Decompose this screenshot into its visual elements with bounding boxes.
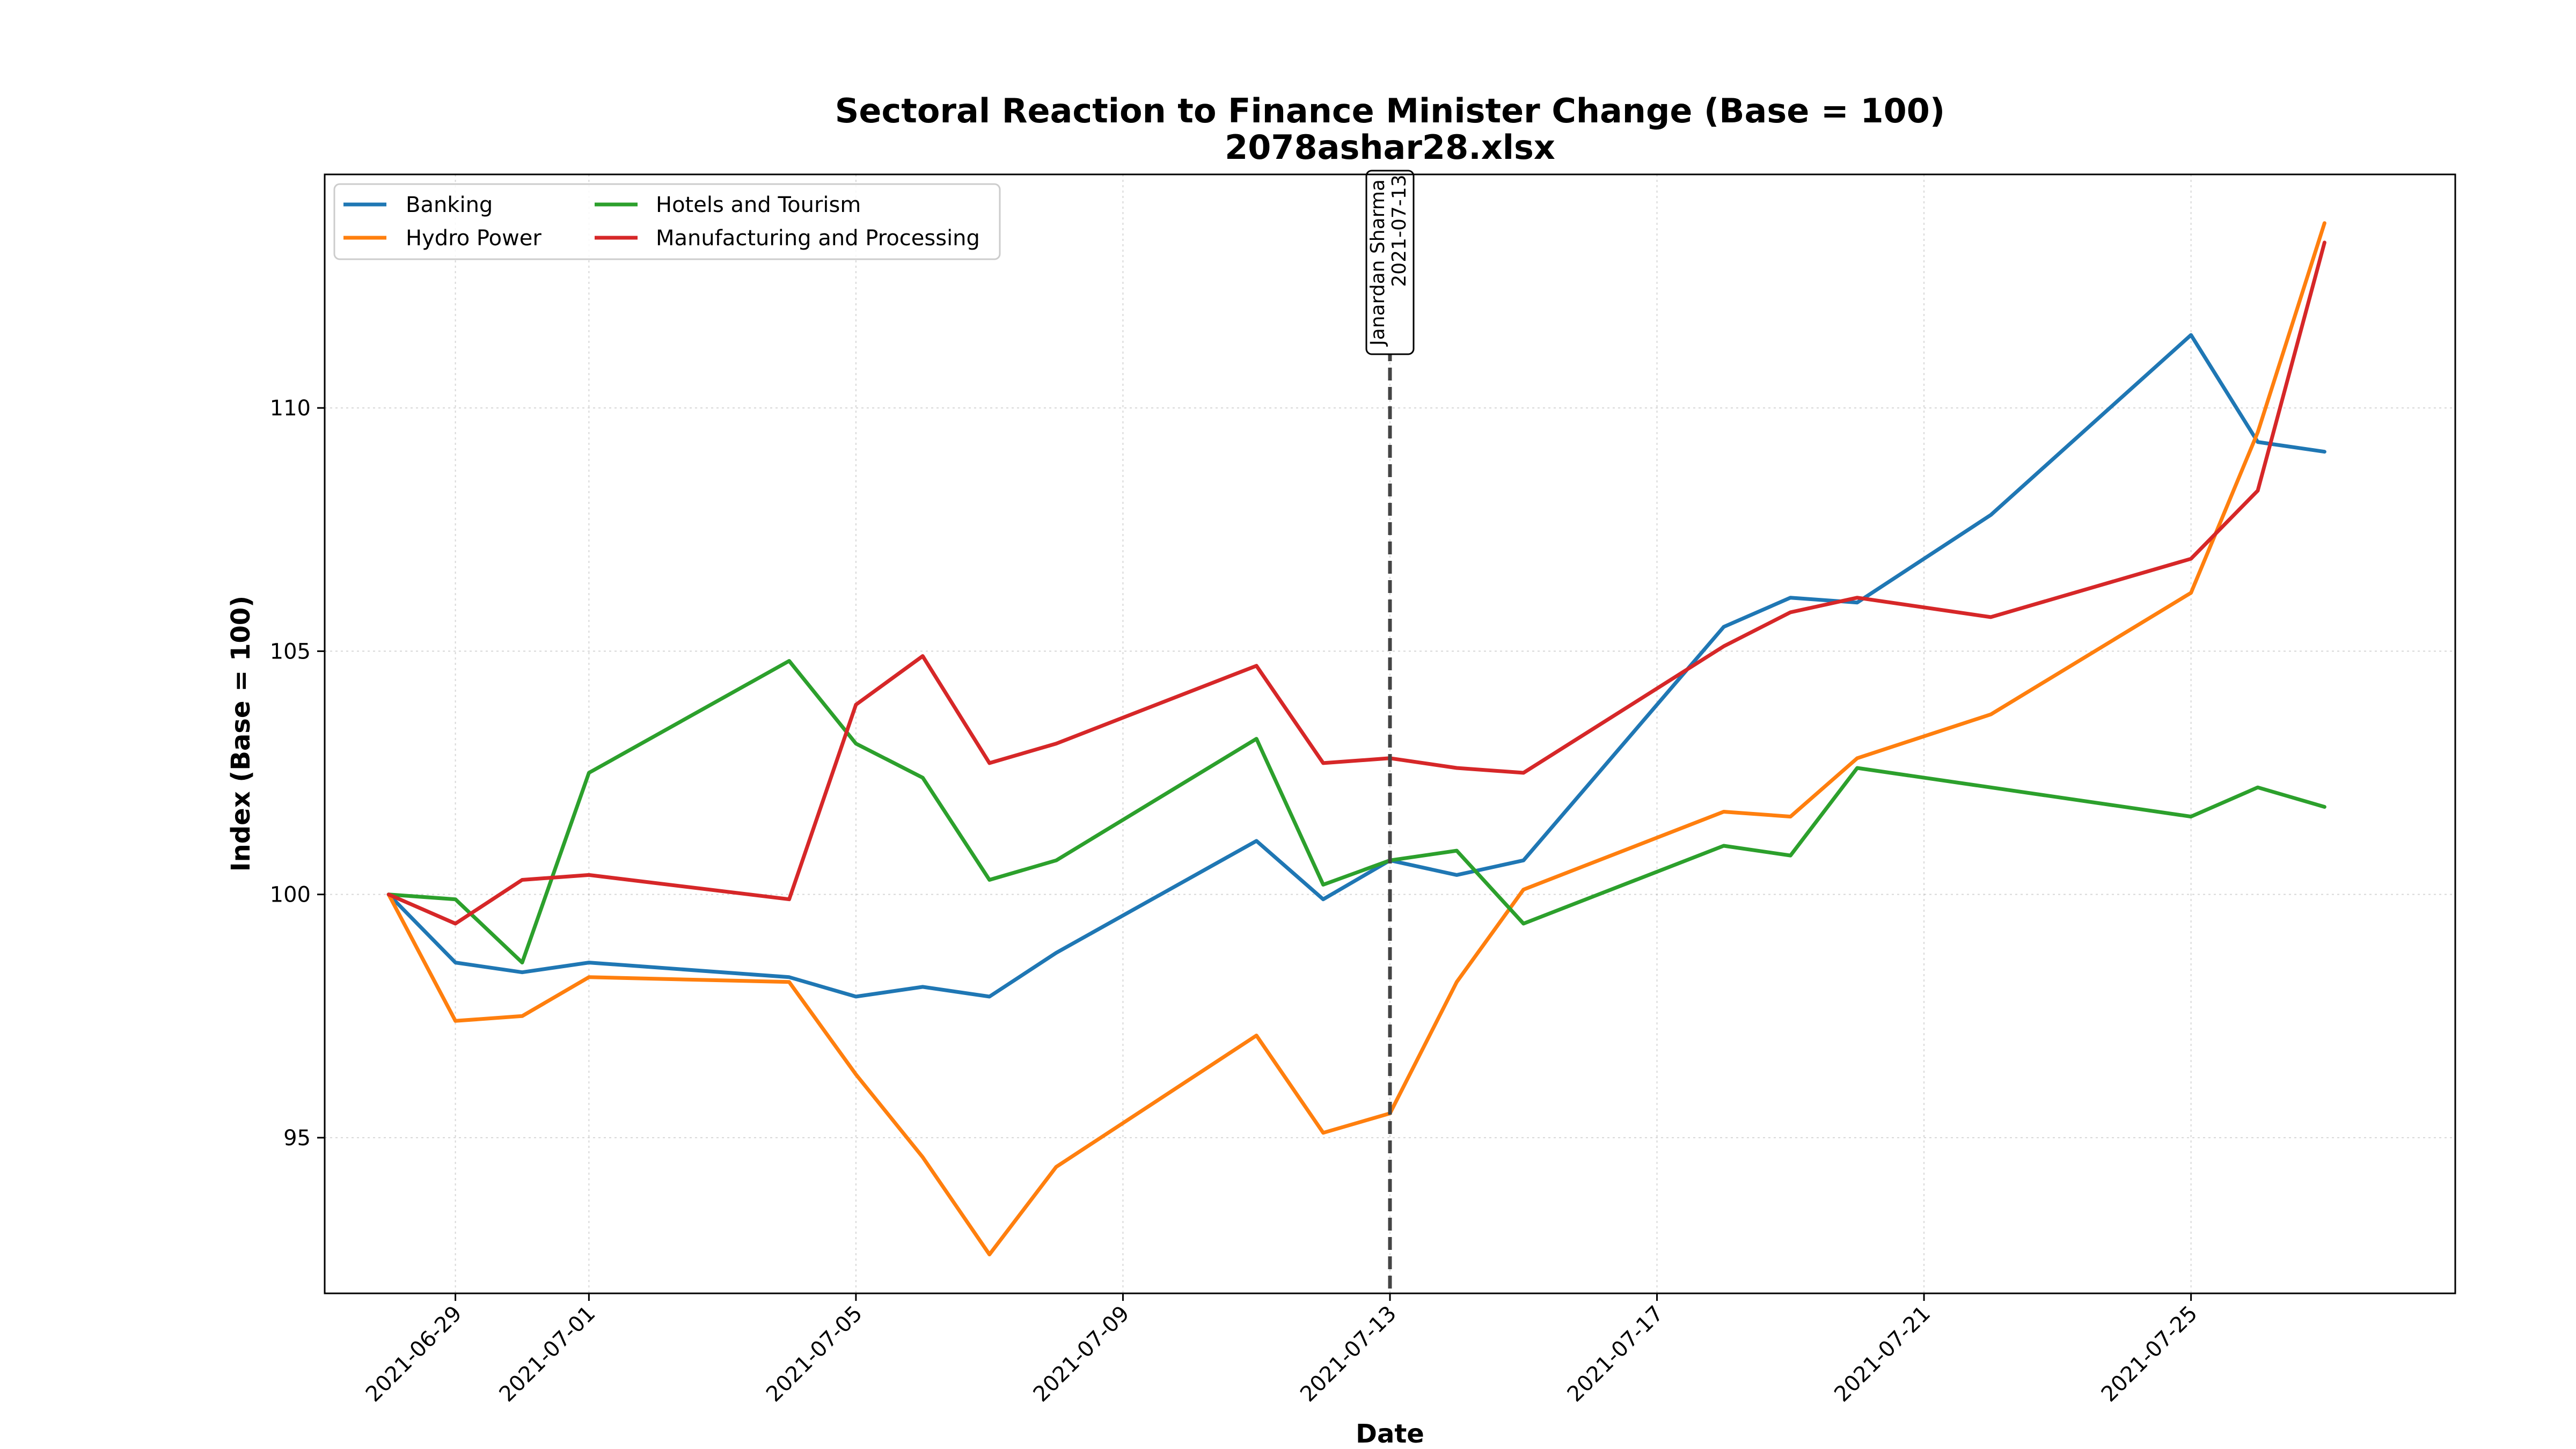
series-line-manufacturing-and-processing [386,240,2326,926]
y-axis-label: Index (Base = 100) [226,596,256,872]
series-line-hotels-and-tourism [386,659,2326,965]
y-tick-label: 95 [283,1126,311,1151]
event-label-background [1365,170,1415,355]
y-tick-label: 105 [270,639,311,664]
event-label-name: Janardan Sharma [1367,179,1389,347]
legend-label-hotels-and-tourism: Hotels and Tourism [656,193,861,217]
event-annotation: Janardan Sharma 2021-07-13 [1365,170,1415,1293]
chart-title: Sectoral Reaction to Finance Minister Ch… [835,91,1945,130]
y-tick-label: 100 [270,883,311,908]
gridlines [325,174,2455,1293]
y-tick-label: 110 [270,396,311,421]
legend-frame [333,183,1001,260]
chart-subtitle: 2078ashar28.xlsx [1225,128,1555,167]
event-label-box: Janardan Sharma 2021-07-13 [1365,170,1415,355]
series-line-hydro-power [386,221,2326,1256]
series-line-banking [386,333,2326,999]
legend-label-hydro-power: Hydro Power [406,226,541,251]
event-label-date: 2021-07-13 [1388,174,1410,287]
series-lines [386,221,2326,1256]
legend-label-manufacturing-and-processing: Manufacturing and Processing [656,226,980,251]
x-axis-label: Date [1356,1419,1424,1449]
legend-label-banking: Banking [406,193,493,217]
legend: Banking Hydro Power Hotels and Tourism M… [333,183,1001,260]
y-axis-ticks: 95 100 105 110 [270,396,325,1151]
